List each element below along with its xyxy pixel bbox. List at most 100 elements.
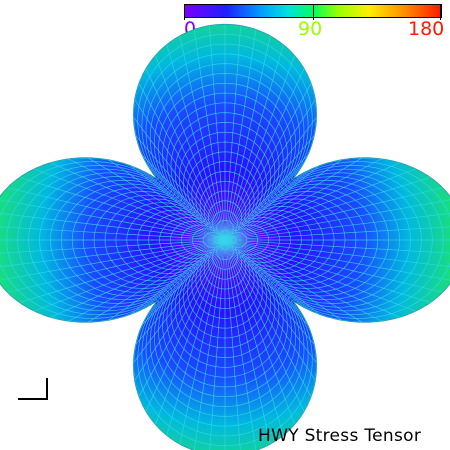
wire-radial (224, 239, 295, 425)
wire-radial (34, 239, 226, 312)
wire-radial (224, 159, 342, 241)
wire-radial (224, 239, 271, 445)
wire-radial (224, 68, 305, 241)
wire-radial (224, 239, 315, 345)
wire-radial (224, 211, 450, 241)
wire-radial (138, 83, 226, 241)
wire-radial (193, 239, 226, 450)
wire-radial (224, 239, 450, 269)
wire-radial (155, 239, 226, 425)
wire-radial (224, 44, 284, 241)
wire-radial (224, 239, 450, 281)
wire-radial (0, 199, 226, 241)
wire-radial (224, 239, 241, 450)
wire-radial (87, 157, 226, 241)
wire-radial (0, 239, 226, 255)
wire-radial (224, 155, 308, 241)
wire-radial (209, 239, 226, 450)
glyph-wireframe (0, 24, 450, 450)
wire-radial (179, 239, 226, 445)
wire-radial (0, 239, 226, 269)
wire-radial (224, 239, 312, 397)
wire-radial (209, 25, 226, 241)
wire-radial (50, 162, 226, 241)
wire-radial (7, 239, 226, 293)
wire-radial (158, 239, 226, 300)
wire-radial (224, 239, 382, 322)
wire-radial (7, 187, 226, 241)
wire-radial (87, 239, 226, 323)
wire-radial (179, 35, 226, 241)
wire-radial (224, 162, 400, 241)
wire-radial (130, 239, 226, 315)
wire-radial (142, 155, 226, 241)
wire-radial (224, 165, 320, 241)
wire-radial (130, 165, 226, 241)
wire-radial (224, 239, 316, 381)
wire-radial (224, 116, 317, 241)
wire-radial (224, 157, 363, 241)
wire-radial (224, 187, 443, 241)
wire-radial (50, 239, 226, 318)
wire-radial (145, 68, 226, 241)
wire-radial (224, 35, 271, 241)
wire-radial (134, 99, 226, 241)
wire-radial (224, 199, 450, 241)
wire-radial (224, 25, 241, 241)
wire-radial (34, 168, 226, 241)
wire-radial (134, 239, 226, 381)
wire-radial (224, 135, 315, 241)
wire-radial (224, 239, 363, 323)
wire-radial (68, 158, 226, 241)
wire-radial (224, 239, 305, 412)
wire-radial (166, 239, 226, 436)
wire-radial (133, 239, 226, 364)
figure-caption: HWY Stress Tensor (258, 426, 422, 446)
colorbar-tick-mid (313, 4, 314, 20)
wire-radial (224, 239, 284, 436)
wire-radial (224, 239, 320, 315)
wire-radial (138, 239, 226, 397)
wire-radial (224, 168, 416, 241)
wire-radial (224, 239, 431, 303)
wire-radial (135, 239, 226, 345)
wire-radial (158, 180, 226, 241)
wire-radial (224, 158, 382, 241)
wire-radial (224, 99, 316, 241)
wire-radial (224, 239, 257, 450)
wire-radial (224, 239, 416, 312)
wire-radial (155, 55, 226, 241)
wire-radial (135, 135, 226, 241)
colorbar-label-mid: 90 (298, 18, 323, 40)
wire-radial (19, 177, 226, 241)
wire-radial (166, 44, 226, 241)
colorbar-tick-min (184, 4, 185, 20)
wire-radial (145, 239, 226, 412)
wire-radial (224, 239, 450, 255)
wire-radial (0, 225, 226, 241)
wire-radial (133, 116, 226, 241)
wire-radial (108, 239, 226, 321)
wire-radial (19, 239, 226, 303)
wire-radial (224, 239, 317, 364)
axis-indicator (18, 378, 48, 400)
wire-radial (68, 239, 226, 322)
wire-radial (224, 55, 295, 241)
wire-radial (224, 29, 257, 241)
wire-radial (224, 225, 450, 241)
wire-radial (224, 239, 342, 321)
colorbar-tick-max (440, 4, 441, 20)
wire-radial (224, 177, 431, 241)
wire-radial (224, 239, 292, 300)
wire-radial (0, 239, 226, 281)
wire-radial (224, 239, 308, 325)
colorbar-label-max: 180 (408, 18, 445, 40)
wire-radial (224, 239, 443, 293)
wire-radial (224, 83, 312, 241)
wire-radial (224, 239, 400, 318)
wire-radial (224, 180, 292, 241)
wire-radial (142, 239, 226, 325)
wire-radial (0, 211, 226, 241)
